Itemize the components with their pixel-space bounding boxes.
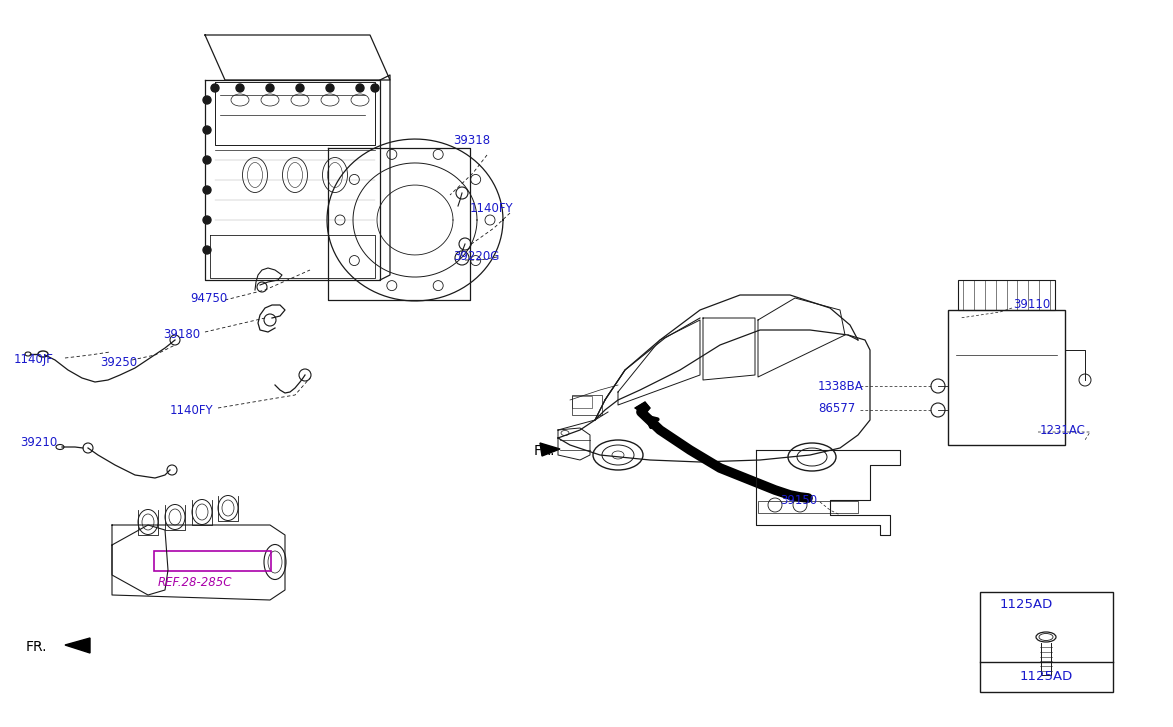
Bar [758,501,857,513]
Circle shape [203,186,211,194]
Circle shape [266,84,274,92]
Text: 39318: 39318 [453,134,490,147]
Text: FR.: FR. [534,444,556,458]
Circle shape [203,126,211,134]
Text: 1140FY: 1140FY [170,403,213,417]
Text: 39250: 39250 [100,356,137,369]
Text: REF.28-285C: REF.28-285C [158,577,232,590]
Circle shape [326,84,334,92]
Circle shape [236,84,244,92]
Circle shape [203,96,211,104]
Circle shape [371,84,379,92]
Text: 1125AD: 1125AD [1001,598,1053,611]
Polygon shape [635,402,650,414]
Circle shape [355,84,364,92]
Bar [979,592,1113,692]
Polygon shape [540,443,560,456]
Bar [958,280,1055,310]
Circle shape [296,84,304,92]
Bar [572,396,592,408]
Circle shape [203,156,211,164]
Text: 1125AD: 1125AD [1019,670,1073,683]
Bar [572,395,602,415]
Text: 39180: 39180 [163,329,201,342]
Circle shape [211,84,219,92]
Text: 1140JF: 1140JF [14,353,54,366]
Polygon shape [65,638,90,653]
Text: 39110: 39110 [1013,299,1050,311]
Text: 39150: 39150 [780,494,818,507]
Bar [948,310,1065,445]
Circle shape [203,246,211,254]
Text: 39210: 39210 [20,436,57,449]
Circle shape [203,216,211,224]
Text: 94750: 94750 [190,292,228,305]
Text: 1338BA: 1338BA [818,379,863,393]
Text: 1140FY: 1140FY [470,201,514,214]
Text: 86577: 86577 [818,403,855,416]
Text: 39220G: 39220G [453,249,500,262]
Text: FR.: FR. [26,640,47,654]
Text: 1231AC: 1231AC [1040,424,1086,436]
